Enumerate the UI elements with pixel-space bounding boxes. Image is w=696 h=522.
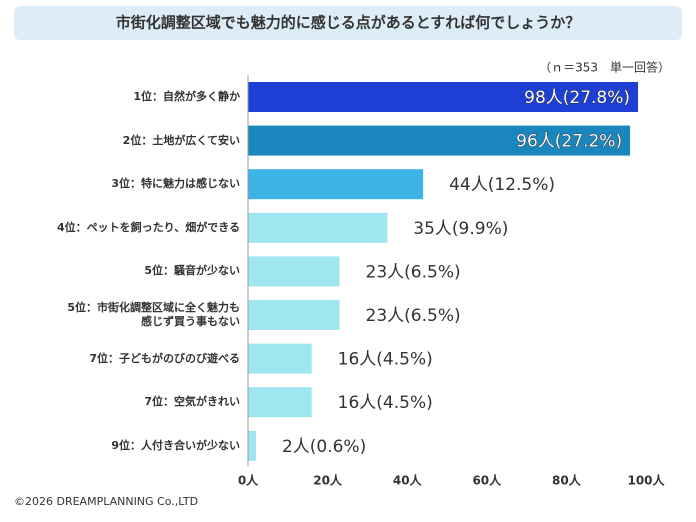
category-label: 7位：子どもがのびのび遊べる — [89, 351, 240, 365]
subtitle: （ｎ＝353 単一回答） — [539, 60, 670, 75]
bar — [248, 343, 312, 374]
category-label: 9位：人付き合いが少ない — [111, 438, 240, 452]
bar — [248, 387, 312, 418]
value-label: 96人(27.2%) — [516, 132, 622, 152]
value-label: 44人(12.5%) — [449, 175, 555, 195]
bar — [248, 212, 388, 243]
bar — [248, 125, 631, 156]
value-label: 98人(27.8%) — [524, 88, 630, 108]
x-tick-label: 0人 — [238, 473, 259, 488]
category-label: 3位：特に魅力は感じない — [111, 177, 240, 191]
category-label: 5位：市街化調整区域に全く魅力も 感じず買う事もない — [67, 301, 240, 328]
value-label: 16人(4.5%) — [338, 350, 433, 370]
category-label: 2位：土地が広くて安い — [122, 133, 240, 147]
bar — [248, 169, 424, 200]
x-tick-label: 60人 — [472, 473, 502, 488]
bar — [248, 82, 639, 112]
value-label: 35人(9.9%) — [413, 219, 508, 239]
x-tick-label: 20人 — [313, 473, 343, 488]
value-label: 2人(0.6%) — [282, 437, 366, 457]
bar — [248, 256, 340, 287]
category-label: 7位：空気がきれい — [144, 395, 240, 409]
bar — [248, 430, 256, 461]
bar — [248, 300, 340, 330]
value-label: 23人(6.5%) — [366, 262, 461, 282]
footer: ©2026 DREAMPLANNING Co.,LTD — [14, 495, 198, 508]
chart-title: 市街化調整区域でも魅力的に感じる点があるとすれば何でしょうか？ — [116, 14, 581, 32]
category-label: 1位：自然が多く静か — [133, 90, 240, 103]
x-tick-label: 100人 — [627, 473, 665, 488]
x-tick-label: 80人 — [552, 473, 582, 488]
value-label: 16人(4.5%) — [338, 393, 433, 413]
title-banner — [14, 6, 682, 40]
x-tick-label: 40人 — [393, 473, 423, 488]
category-label: 4位：ペットを飼ったり、畑ができる — [57, 220, 240, 234]
value-label: 23人(6.5%) — [366, 306, 461, 326]
category-label: 5位：騒音が少ない — [144, 264, 240, 278]
